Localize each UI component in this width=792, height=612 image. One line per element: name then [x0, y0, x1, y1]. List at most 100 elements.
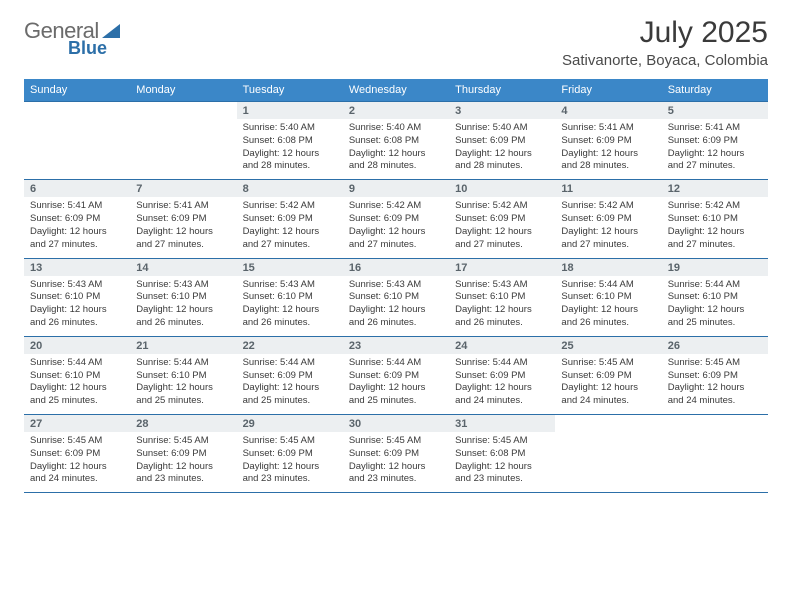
day-d2: and 26 minutes.	[349, 317, 443, 330]
day-d1: Daylight: 12 hours	[243, 226, 337, 239]
day-d2: and 28 minutes.	[243, 160, 337, 173]
day-info: Sunrise: 5:45 AMSunset: 6:09 PMDaylight:…	[130, 432, 236, 492]
daynum-row: 6789101112	[24, 179, 768, 197]
weekday-label: Tuesday	[237, 79, 343, 101]
day-d2: and 24 minutes.	[30, 473, 124, 486]
day-sr: Sunrise: 5:43 AM	[136, 279, 230, 292]
day-number	[24, 101, 130, 119]
day-number: 30	[343, 414, 449, 432]
day-d1: Daylight: 12 hours	[455, 304, 549, 317]
day-d1: Daylight: 12 hours	[561, 304, 655, 317]
info-row: Sunrise: 5:44 AMSunset: 6:10 PMDaylight:…	[24, 354, 768, 414]
day-sr: Sunrise: 5:40 AM	[349, 122, 443, 135]
day-d1: Daylight: 12 hours	[243, 148, 337, 161]
day-info: Sunrise: 5:42 AMSunset: 6:09 PMDaylight:…	[237, 197, 343, 257]
day-number: 5	[662, 101, 768, 119]
day-sr: Sunrise: 5:45 AM	[243, 435, 337, 448]
day-info: Sunrise: 5:45 AMSunset: 6:08 PMDaylight:…	[449, 432, 555, 492]
weekday-header: SundayMondayTuesdayWednesdayThursdayFrid…	[24, 79, 768, 101]
day-ss: Sunset: 6:09 PM	[561, 213, 655, 226]
day-number: 15	[237, 258, 343, 276]
info-row: Sunrise: 5:41 AMSunset: 6:09 PMDaylight:…	[24, 197, 768, 257]
day-number: 6	[24, 179, 130, 197]
info-row: Sunrise: 5:43 AMSunset: 6:10 PMDaylight:…	[24, 276, 768, 336]
bottom-divider	[24, 492, 768, 493]
day-d2: and 27 minutes.	[561, 239, 655, 252]
day-d1: Daylight: 12 hours	[455, 382, 549, 395]
day-ss: Sunset: 6:09 PM	[243, 370, 337, 383]
day-info: Sunrise: 5:45 AMSunset: 6:09 PMDaylight:…	[555, 354, 661, 414]
day-info: Sunrise: 5:41 AMSunset: 6:09 PMDaylight:…	[24, 197, 130, 257]
day-sr: Sunrise: 5:45 AM	[561, 357, 655, 370]
day-ss: Sunset: 6:09 PM	[30, 448, 124, 461]
day-d2: and 27 minutes.	[668, 239, 762, 252]
day-sr: Sunrise: 5:44 AM	[455, 357, 549, 370]
day-d2: and 23 minutes.	[455, 473, 549, 486]
day-sr: Sunrise: 5:44 AM	[136, 357, 230, 370]
day-number: 23	[343, 336, 449, 354]
day-info: Sunrise: 5:42 AMSunset: 6:09 PMDaylight:…	[449, 197, 555, 257]
day-d2: and 27 minutes.	[30, 239, 124, 252]
day-info: Sunrise: 5:40 AMSunset: 6:09 PMDaylight:…	[449, 119, 555, 179]
day-sr: Sunrise: 5:42 AM	[455, 200, 549, 213]
day-d2: and 24 minutes.	[455, 395, 549, 408]
day-info: Sunrise: 5:44 AMSunset: 6:10 PMDaylight:…	[555, 276, 661, 336]
day-d2: and 23 minutes.	[136, 473, 230, 486]
day-d1: Daylight: 12 hours	[30, 304, 124, 317]
day-ss: Sunset: 6:09 PM	[349, 448, 443, 461]
daynum-row: 13141516171819	[24, 258, 768, 276]
day-number: 2	[343, 101, 449, 119]
day-info: Sunrise: 5:45 AMSunset: 6:09 PMDaylight:…	[662, 354, 768, 414]
day-sr: Sunrise: 5:45 AM	[668, 357, 762, 370]
day-number: 21	[130, 336, 236, 354]
day-d2: and 25 minutes.	[243, 395, 337, 408]
day-number: 18	[555, 258, 661, 276]
day-number: 26	[662, 336, 768, 354]
day-ss: Sunset: 6:09 PM	[30, 213, 124, 226]
day-number	[555, 414, 661, 432]
day-info: Sunrise: 5:44 AMSunset: 6:10 PMDaylight:…	[24, 354, 130, 414]
day-sr: Sunrise: 5:44 AM	[30, 357, 124, 370]
day-number: 1	[237, 101, 343, 119]
day-d2: and 25 minutes.	[30, 395, 124, 408]
day-ss: Sunset: 6:10 PM	[243, 291, 337, 304]
day-number: 10	[449, 179, 555, 197]
daynum-row: 2728293031	[24, 414, 768, 432]
day-ss: Sunset: 6:10 PM	[668, 291, 762, 304]
day-d1: Daylight: 12 hours	[349, 148, 443, 161]
day-sr: Sunrise: 5:45 AM	[349, 435, 443, 448]
day-ss: Sunset: 6:09 PM	[455, 213, 549, 226]
day-sr: Sunrise: 5:40 AM	[243, 122, 337, 135]
day-d2: and 27 minutes.	[455, 239, 549, 252]
day-ss: Sunset: 6:09 PM	[136, 448, 230, 461]
day-number: 12	[662, 179, 768, 197]
day-number: 9	[343, 179, 449, 197]
weekday-label: Thursday	[449, 79, 555, 101]
day-info: Sunrise: 5:45 AMSunset: 6:09 PMDaylight:…	[237, 432, 343, 492]
day-sr: Sunrise: 5:44 AM	[561, 279, 655, 292]
day-info: Sunrise: 5:42 AMSunset: 6:09 PMDaylight:…	[555, 197, 661, 257]
day-d1: Daylight: 12 hours	[455, 226, 549, 239]
day-info: Sunrise: 5:42 AMSunset: 6:09 PMDaylight:…	[343, 197, 449, 257]
day-info: Sunrise: 5:44 AMSunset: 6:10 PMDaylight:…	[662, 276, 768, 336]
day-d1: Daylight: 12 hours	[668, 148, 762, 161]
day-ss: Sunset: 6:10 PM	[668, 213, 762, 226]
info-row: Sunrise: 5:40 AMSunset: 6:08 PMDaylight:…	[24, 119, 768, 179]
day-d1: Daylight: 12 hours	[243, 304, 337, 317]
day-d2: and 26 minutes.	[243, 317, 337, 330]
day-number: 20	[24, 336, 130, 354]
day-info: Sunrise: 5:40 AMSunset: 6:08 PMDaylight:…	[237, 119, 343, 179]
day-ss: Sunset: 6:08 PM	[455, 448, 549, 461]
day-number: 3	[449, 101, 555, 119]
day-d2: and 25 minutes.	[136, 395, 230, 408]
weekday-label: Sunday	[24, 79, 130, 101]
day-info: Sunrise: 5:43 AMSunset: 6:10 PMDaylight:…	[449, 276, 555, 336]
day-ss: Sunset: 6:09 PM	[668, 370, 762, 383]
daynum-row: 12345	[24, 101, 768, 119]
day-ss: Sunset: 6:09 PM	[136, 213, 230, 226]
day-sr: Sunrise: 5:41 AM	[136, 200, 230, 213]
day-d1: Daylight: 12 hours	[349, 304, 443, 317]
day-d1: Daylight: 12 hours	[668, 226, 762, 239]
day-number: 19	[662, 258, 768, 276]
day-d1: Daylight: 12 hours	[668, 304, 762, 317]
